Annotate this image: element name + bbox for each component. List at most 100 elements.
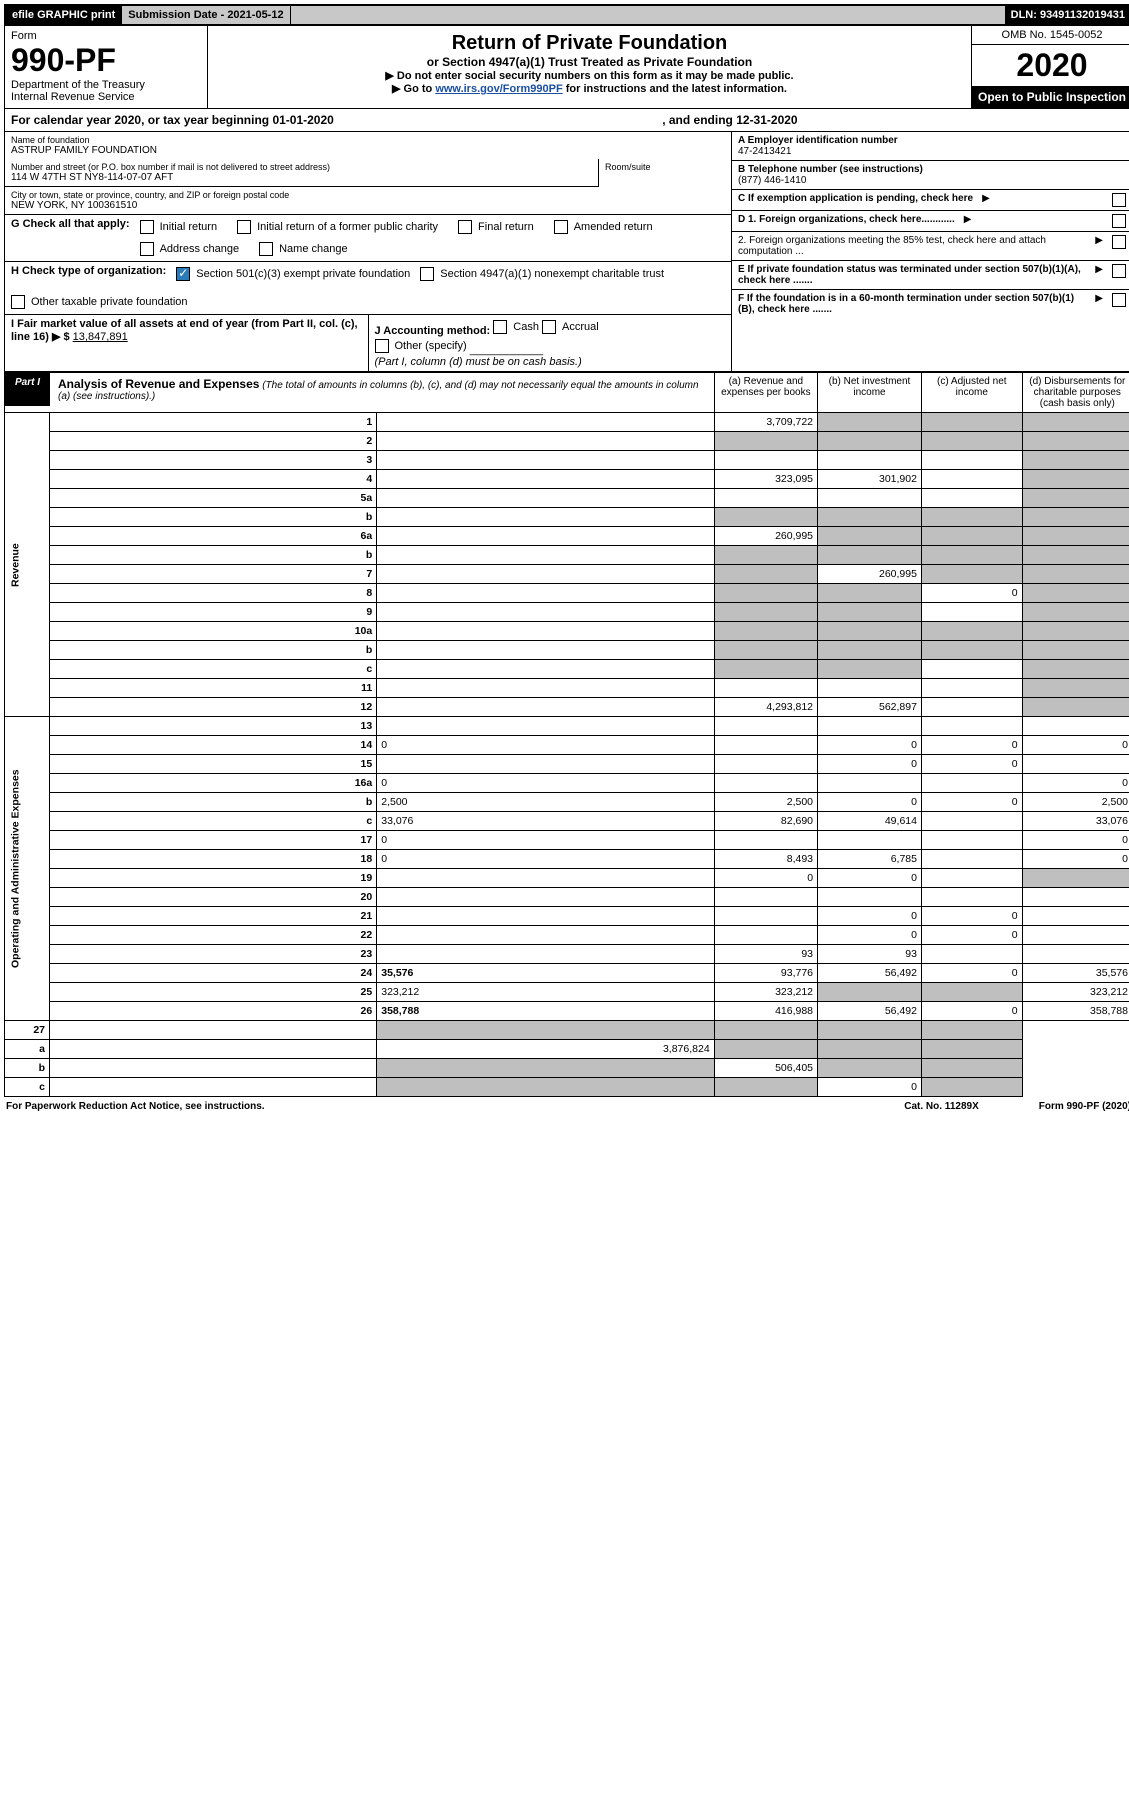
table-row: c	[5, 660, 1129, 679]
amount-cell	[1022, 470, 1129, 489]
table-row: 22 0 0	[5, 926, 1129, 945]
line-description: 0	[377, 736, 714, 755]
line-description	[50, 1021, 377, 1040]
amount-cell	[714, 774, 817, 793]
amount-cell	[714, 926, 817, 945]
table-row: c 33,076 82,690 49,614 33,076	[5, 812, 1129, 831]
amount-cell: 0	[818, 869, 922, 888]
j-note: (Part I, column (d) must be on cash basi…	[375, 356, 582, 368]
j-label: J Accounting method:	[375, 325, 491, 337]
foundation-name: ASTRUP FAMILY FOUNDATION	[11, 145, 725, 156]
d1-label: D 1. Foreign organizations, check here..…	[738, 214, 955, 228]
amount-cell: 0	[714, 869, 817, 888]
amount-cell	[1022, 565, 1129, 584]
dln: DLN: 93491132019431	[1005, 6, 1129, 24]
amount-cell	[818, 622, 922, 641]
amount-cell: 56,492	[818, 964, 922, 983]
table-row: 21 0 0	[5, 907, 1129, 926]
line-number: c	[5, 1078, 50, 1097]
amount-cell	[921, 413, 1022, 432]
amount-cell: 49,614	[818, 812, 922, 831]
amount-cell: 35,576	[1022, 964, 1129, 983]
amount-cell	[921, 451, 1022, 470]
amount-cell	[921, 983, 1022, 1002]
chk-accrual[interactable]	[542, 320, 556, 334]
amount-cell: 323,095	[714, 470, 817, 489]
col-b-header: (b) Net investment income	[818, 373, 922, 413]
calendar-year-row: For calendar year 2020, or tax year begi…	[4, 109, 1129, 132]
amount-cell	[921, 774, 1022, 793]
table-row: 27	[5, 1021, 1129, 1040]
g-label: G Check all that apply:	[11, 218, 130, 258]
f-label: F If the foundation is in a 60-month ter…	[738, 293, 1086, 315]
chk-d2[interactable]	[1112, 235, 1126, 249]
line-number: 5a	[50, 489, 377, 508]
amount-cell	[1022, 584, 1129, 603]
chk-address-change[interactable]	[140, 242, 154, 256]
table-row: 23 93 93	[5, 945, 1129, 964]
chk-4947a1[interactable]	[420, 267, 434, 281]
chk-other-taxable[interactable]	[11, 295, 25, 309]
chk-final-return[interactable]	[458, 220, 472, 234]
chk-initial-return[interactable]	[140, 220, 154, 234]
table-row: 18 0 8,493 6,785 0	[5, 850, 1129, 869]
amount-cell	[1022, 926, 1129, 945]
line-number: 15	[50, 755, 377, 774]
line-description	[377, 546, 714, 565]
line-number: b	[50, 641, 377, 660]
line-number: b	[50, 793, 377, 812]
table-row: 2	[5, 432, 1129, 451]
chk-f[interactable]	[1112, 293, 1126, 307]
line-description	[377, 888, 714, 907]
amount-cell: 3,709,722	[714, 413, 817, 432]
amount-cell	[818, 1021, 922, 1040]
page-footer: For Paperwork Reduction Act Notice, see …	[4, 1097, 1129, 1116]
j-cell: J Accounting method: Cash Accrual Other …	[369, 315, 732, 371]
city-state-zip: NEW YORK, NY 100361510	[11, 200, 725, 211]
amount-cell: 323,212	[1022, 983, 1129, 1002]
instr-ssn: ▶ Do not enter social security numbers o…	[218, 69, 961, 82]
chk-initial-former[interactable]	[237, 220, 251, 234]
chk-amended-return[interactable]	[554, 220, 568, 234]
amount-cell	[1022, 527, 1129, 546]
chk-e[interactable]	[1112, 264, 1126, 278]
amount-cell: 8,493	[714, 850, 817, 869]
amount-cell: 3,876,824	[377, 1040, 714, 1059]
amount-cell	[1022, 717, 1129, 736]
amount-cell: 0	[921, 755, 1022, 774]
irs-link[interactable]: www.irs.gov/Form990PF	[435, 83, 562, 95]
line-description	[377, 565, 714, 584]
chk-501c3[interactable]	[176, 267, 190, 281]
amount-cell	[818, 717, 922, 736]
amount-cell	[1022, 508, 1129, 527]
amount-cell: 0	[818, 926, 922, 945]
amount-cell	[1022, 907, 1129, 926]
line-description	[50, 1059, 377, 1078]
amount-cell: 93,776	[714, 964, 817, 983]
topbar-spacer	[291, 6, 1005, 24]
chk-other-method[interactable]	[375, 339, 389, 353]
table-row: 25 323,212 323,212 323,212	[5, 983, 1129, 1002]
line-description	[377, 584, 714, 603]
section-vlabel: Operating and Administrative Expenses	[5, 717, 50, 1021]
addr-label: Number and street (or P.O. box number if…	[11, 162, 592, 172]
amount-cell	[1022, 546, 1129, 565]
table-row: 19 0 0	[5, 869, 1129, 888]
chk-name-change[interactable]	[259, 242, 273, 256]
chk-c[interactable]	[1112, 193, 1126, 207]
part1-desc: Analysis of Revenue and Expenses (The to…	[50, 373, 714, 406]
amount-cell: 82,690	[714, 812, 817, 831]
table-row: 8 0	[5, 584, 1129, 603]
amount-cell: 0	[1022, 831, 1129, 850]
chk-d1[interactable]	[1112, 214, 1126, 228]
line-number: 27	[5, 1021, 50, 1040]
amount-cell	[1022, 755, 1129, 774]
amount-cell	[714, 1021, 817, 1040]
amount-cell	[1022, 603, 1129, 622]
amount-cell	[921, 489, 1022, 508]
amount-cell	[818, 432, 922, 451]
table-row: 16a 0 0	[5, 774, 1129, 793]
chk-cash[interactable]	[493, 320, 507, 334]
d2-label: 2. Foreign organizations meeting the 85%…	[738, 235, 1086, 257]
amount-cell	[714, 1078, 817, 1097]
